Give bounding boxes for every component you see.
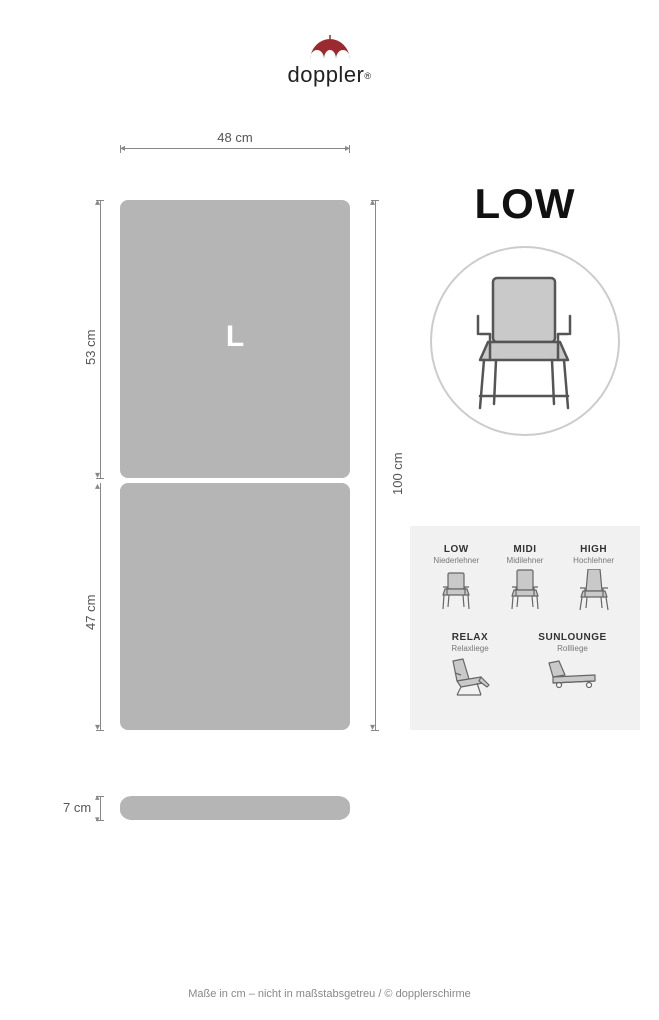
legend-item-high: HIGH Hochlehner [561, 544, 626, 618]
brand-reg: ® [364, 71, 371, 81]
legend-row-1: LOW Niederlehner MIDI Midilehner [422, 544, 628, 618]
panel-letter: L [226, 320, 244, 354]
cushion-side-view [120, 790, 350, 826]
brand-logo: doppler® [0, 35, 659, 88]
legend-code-rest: OW [451, 544, 469, 555]
page: doppler® 48 cm ◂ ▸ L 53 cm [0, 0, 659, 1020]
product-type-panel: LOW [410, 180, 640, 730]
legend-item-low: LOW Niederlehner [424, 544, 489, 618]
dim-seat-label: 47 cm [83, 595, 98, 630]
legend-row-2: RELAX Relaxliege SUNLOUNGE Rolllieg [422, 632, 628, 702]
dim-width: 48 cm ◂ ▸ [120, 148, 350, 149]
cushion-top-panel: L [120, 200, 350, 478]
low-chair-mini-icon [436, 569, 476, 613]
legend-code-rest: UNLOUNGE [545, 632, 606, 643]
legend-sub: Niederlehner [424, 556, 489, 565]
sunlounge-mini-icon [545, 657, 601, 689]
legend-sub: Hochlehner [561, 556, 626, 565]
cushion-bottom-panel [120, 483, 350, 730]
cushion-front-view: L [120, 200, 350, 730]
legend-item-sunlounge: SUNLOUNGE Rollliege [533, 632, 613, 702]
dim-total-label: 100 cm [390, 452, 405, 495]
brand-name-text: doppler [287, 62, 364, 87]
brand-name: doppler® [0, 62, 659, 88]
type-title: LOW [410, 180, 640, 228]
dim-width-label: 48 cm [120, 130, 350, 145]
type-legend: LOW Niederlehner MIDI Midilehner [410, 526, 640, 730]
chair-circle [430, 246, 620, 436]
footer-note: Maße in cm – nicht in maßstabsgetreu / ©… [0, 988, 659, 1000]
legend-item-midi: MIDI Midilehner [492, 544, 557, 618]
dim-left: 53 cm 47 cm ▴ ▾ ▴ ▾ [85, 200, 115, 730]
dim-right: 100 cm ▴ ▾ [360, 200, 390, 730]
legend-code-bold: L [444, 544, 451, 555]
legend-sub: Midilehner [492, 556, 557, 565]
legend-sub: Relaxliege [438, 644, 503, 653]
legend-code-bold: H [580, 544, 588, 555]
legend-code-bold: M [513, 544, 522, 555]
dim-back-label: 53 cm [83, 330, 98, 365]
dim-thickness: 7 cm ▴ ▾ [85, 790, 115, 826]
legend-code-rest: IDI [522, 544, 536, 555]
cushion-diagram: 48 cm ◂ ▸ L 53 cm 47 cm ▴ ▾ [40, 170, 380, 850]
high-chair-mini-icon [574, 569, 614, 613]
cushion-side-shape [120, 796, 350, 820]
legend-item-relax: RELAX Relaxliege [438, 632, 503, 702]
umbrella-icon [305, 35, 355, 61]
legend-code-bold: R [452, 632, 460, 643]
relax-chair-mini-icon [447, 657, 493, 697]
legend-sub: Rollliege [533, 644, 613, 653]
dim-thickness-label: 7 cm [63, 800, 91, 815]
legend-code-rest: IGH [588, 544, 607, 555]
midi-chair-mini-icon [505, 569, 545, 613]
legend-code-rest: ELAX [460, 632, 489, 643]
low-chair-icon [460, 266, 590, 416]
